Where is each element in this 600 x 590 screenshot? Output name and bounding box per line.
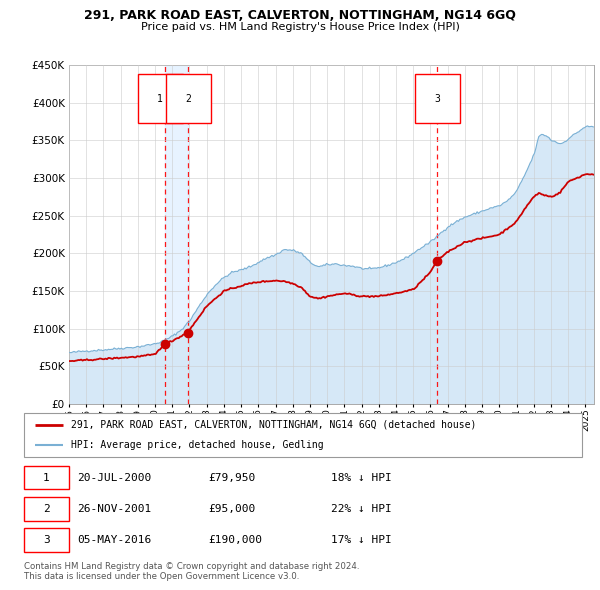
Text: £79,950: £79,950	[208, 473, 256, 483]
Text: £190,000: £190,000	[208, 535, 262, 545]
FancyBboxPatch shape	[24, 497, 68, 520]
FancyBboxPatch shape	[24, 529, 68, 552]
Text: Price paid vs. HM Land Registry's House Price Index (HPI): Price paid vs. HM Land Registry's House …	[140, 22, 460, 32]
Bar	[164, 65, 188, 404]
Text: 17% ↓ HPI: 17% ↓ HPI	[331, 535, 392, 545]
Text: 3: 3	[43, 535, 50, 545]
Text: 05-MAY-2016: 05-MAY-2016	[77, 535, 151, 545]
Text: Contains HM Land Registry data © Crown copyright and database right 2024.
This d: Contains HM Land Registry data © Crown c…	[24, 562, 359, 581]
Text: 2: 2	[43, 504, 50, 514]
Text: 2: 2	[185, 94, 191, 104]
FancyBboxPatch shape	[24, 466, 68, 490]
Text: 291, PARK ROAD EAST, CALVERTON, NOTTINGHAM, NG14 6GQ (detached house): 291, PARK ROAD EAST, CALVERTON, NOTTINGH…	[71, 420, 477, 430]
Text: 3: 3	[434, 94, 440, 104]
Text: HPI: Average price, detached house, Gedling: HPI: Average price, detached house, Gedl…	[71, 440, 324, 450]
Text: 291, PARK ROAD EAST, CALVERTON, NOTTINGHAM, NG14 6GQ: 291, PARK ROAD EAST, CALVERTON, NOTTINGH…	[84, 9, 516, 22]
Text: £95,000: £95,000	[208, 504, 256, 514]
Text: 1: 1	[157, 94, 163, 104]
Text: 18% ↓ HPI: 18% ↓ HPI	[331, 473, 392, 483]
Text: 26-NOV-2001: 26-NOV-2001	[77, 504, 151, 514]
Text: 1: 1	[43, 473, 50, 483]
Text: 20-JUL-2000: 20-JUL-2000	[77, 473, 151, 483]
Text: 22% ↓ HPI: 22% ↓ HPI	[331, 504, 392, 514]
